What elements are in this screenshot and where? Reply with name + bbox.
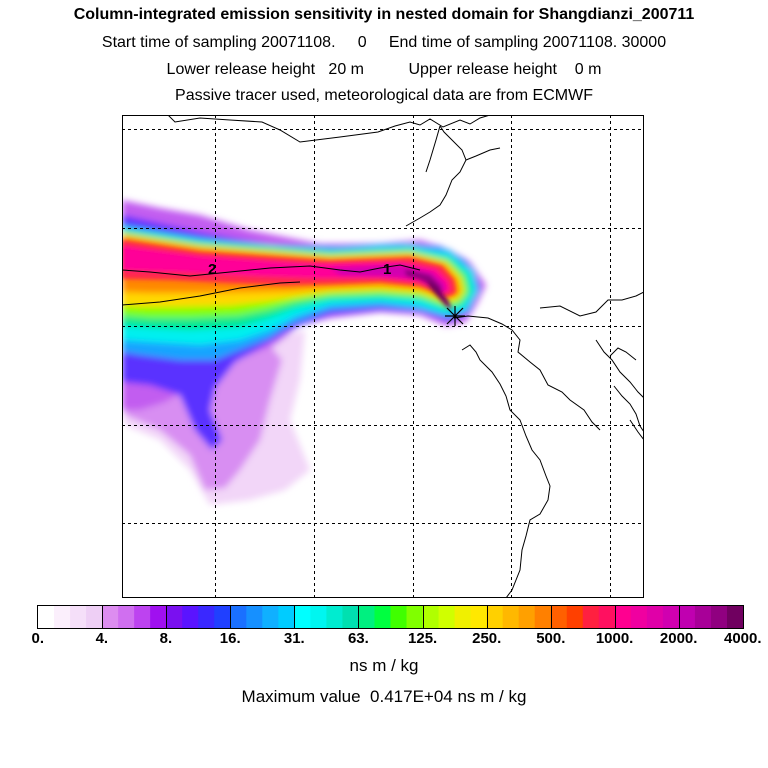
colorbar-tick-label: 4000. [724, 630, 762, 647]
colorbar-cell [38, 606, 55, 628]
trajectory-label-2: 2 [208, 261, 216, 278]
plot-title: Column-integrated emission sensitivity i… [73, 6, 695, 23]
colorbar-bounds [102, 606, 680, 628]
colorbar-tick-label: 8. [159, 630, 173, 647]
colorbar-cell [582, 606, 600, 628]
colorbar-cell [614, 606, 632, 628]
colorbar-cell [438, 606, 456, 628]
colorbar-cell [406, 606, 424, 628]
colorbar-tick-label: 250. [472, 630, 502, 647]
colorbar-cell [598, 606, 616, 628]
colorbar-cell [694, 606, 712, 628]
colorbar-cell [550, 606, 568, 628]
colorbar-cell [262, 606, 279, 628]
colorbar-tick-label: 4. [95, 630, 109, 647]
colorbar-cell [710, 606, 728, 628]
coastline [122, 115, 644, 598]
colorbar-cell [118, 606, 135, 628]
colorbar-cell [470, 606, 488, 628]
colorbar-cell [358, 606, 376, 628]
receptor-marker [445, 306, 465, 326]
map-frame [122, 115, 644, 598]
maximum-value: Maximum value 0.417E+04 ns m / kg [241, 687, 527, 706]
colorbar-cell [566, 606, 584, 628]
colorbar-tick-label: 31. [283, 630, 305, 647]
colorbar-cell [294, 606, 311, 628]
colorbar-cell [54, 606, 71, 628]
sampling-times: Start time of sampling 20071108. 0 End t… [101, 34, 667, 51]
colorbar-cell [326, 606, 344, 628]
colorbar-tick-label: 2000. [659, 630, 698, 647]
colorbar-cell [214, 606, 231, 628]
colorbar-cell [310, 606, 328, 628]
tracer-info: Passive tracer used, meteorological data… [175, 87, 593, 104]
colorbar-tick-label: 16. [219, 630, 241, 647]
colorbar-cell [646, 606, 664, 628]
colorbar-cell [518, 606, 536, 628]
colorbar-cell [726, 606, 744, 628]
colorbar-cell [662, 606, 680, 628]
colorbar-tick-label: 1000. [595, 630, 634, 647]
colorbar-tick-label: 125. [408, 630, 438, 647]
colorbar-tick-label: 63. [347, 630, 369, 647]
colorbar-cell [182, 606, 199, 628]
colorbar-cell [166, 606, 183, 628]
colorbar-cell [150, 606, 167, 628]
graticule [122, 115, 644, 598]
colorbar-cell [374, 606, 392, 628]
colorbar-cells [38, 606, 744, 628]
colorbar-cell [198, 606, 215, 628]
colorbar-cell [534, 606, 552, 628]
colorbar-cell [278, 606, 295, 628]
colorbar-frame [37, 605, 744, 629]
colorbar-tick-label: 500. [536, 630, 566, 647]
colorbar-cell [390, 606, 408, 628]
colorbar-cell [630, 606, 648, 628]
colorbar-cell [86, 606, 103, 628]
sensitivity-field [122, 200, 486, 505]
colorbar-units: ns m / kg [349, 656, 419, 675]
sensitivity-map: 2 1 [122, 115, 644, 598]
trajectory-label-1: 1 [383, 261, 391, 278]
colorbar-cell [230, 606, 247, 628]
colorbar-cell [70, 606, 87, 628]
colorbar-cell [102, 606, 119, 628]
colorbar-cell [678, 606, 696, 628]
colorbar-cell [246, 606, 263, 628]
colorbar-cell [502, 606, 520, 628]
release-heights: Lower release height 20 m Upper release … [166, 61, 602, 78]
colorbar-cell [454, 606, 472, 628]
colorbar-tick-label: 0. [31, 630, 45, 647]
colorbar-cell [422, 606, 440, 628]
colorbar-cell [134, 606, 151, 628]
colorbar-cell [342, 606, 360, 628]
colorbar-cell [486, 606, 504, 628]
